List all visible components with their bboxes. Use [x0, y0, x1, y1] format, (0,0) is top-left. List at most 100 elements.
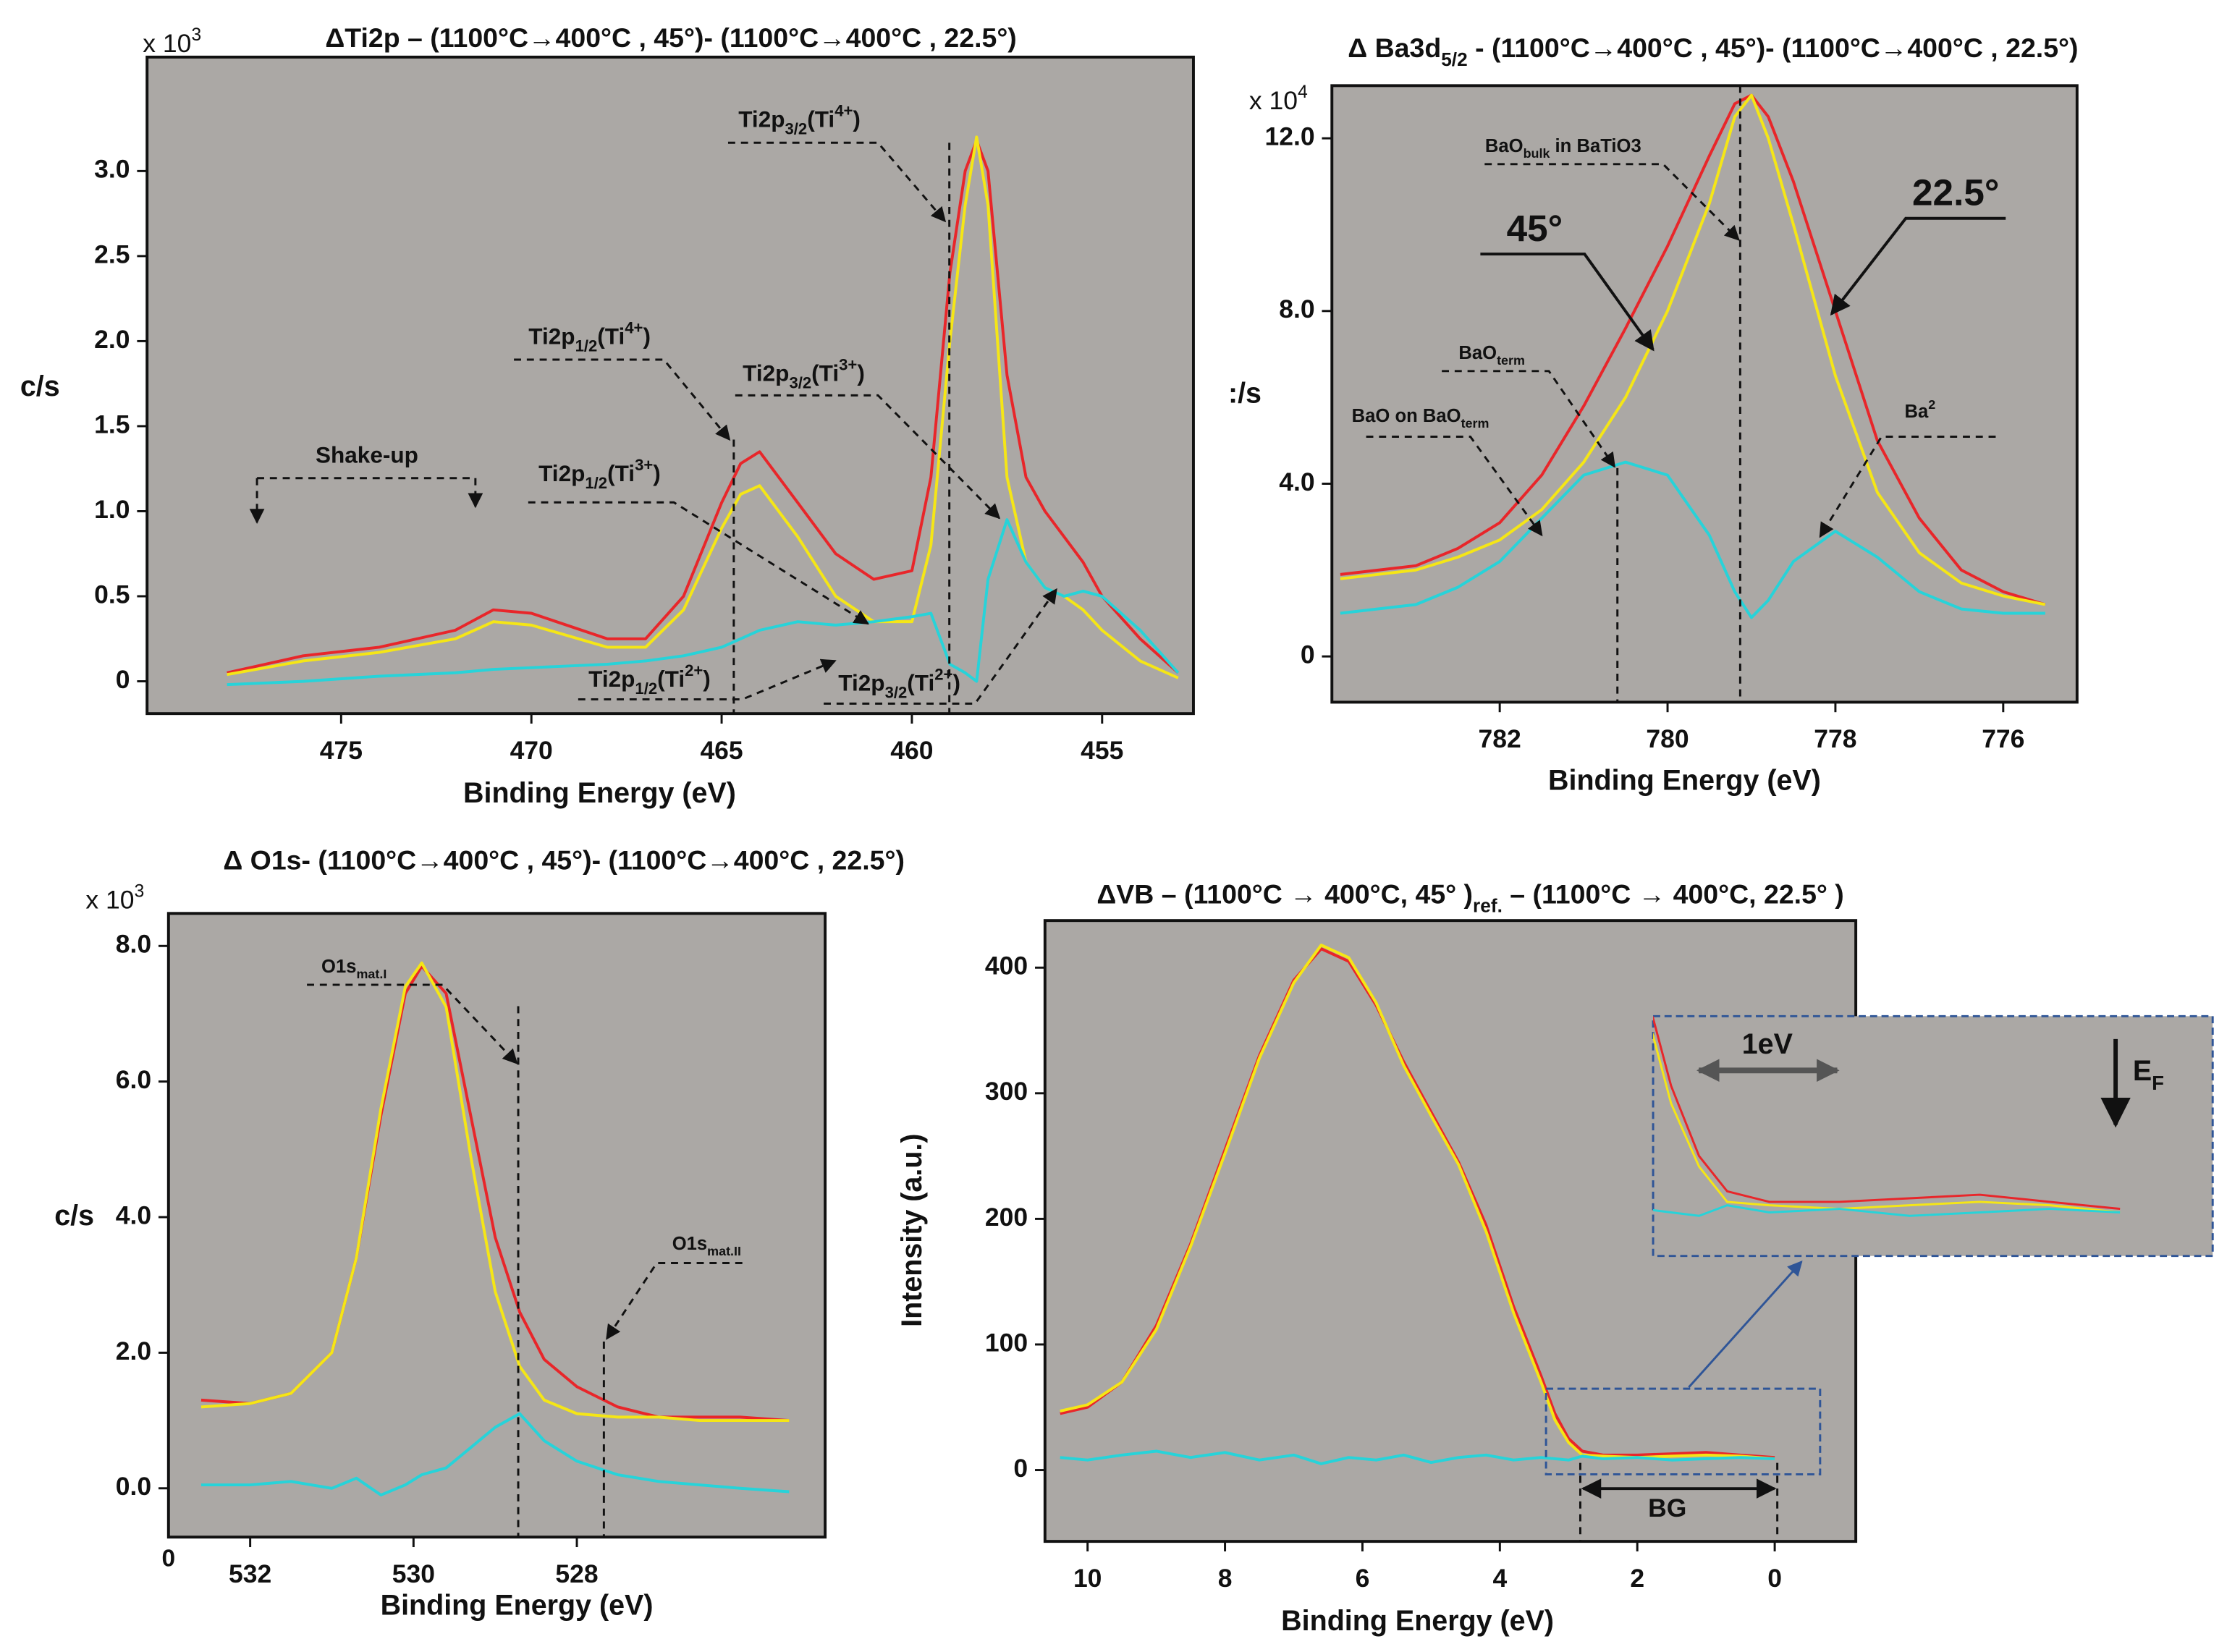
annotation-part: term: [1461, 416, 1489, 431]
y-tick-label: 1.0: [94, 495, 130, 524]
chart-title-part: ref.: [1473, 895, 1503, 917]
y-tick-label: 400: [985, 952, 1028, 980]
x-tick-label: 6: [1356, 1564, 1370, 1593]
annotation: Ti2p1/2(Ti4+): [528, 319, 651, 355]
y-tick-label: 4.0: [1279, 467, 1314, 496]
annotation: Ti2p1/2(Ti2+): [588, 661, 711, 698]
annotation: O1smat.I: [321, 957, 386, 981]
y-tick-label: 12.0: [1265, 122, 1315, 151]
chart-title: Δ O1s- (1100°C→400°C , 45°)- (1100°C→400…: [223, 844, 905, 875]
annotation-part: 3/2: [789, 374, 811, 392]
y-multiplier-part: x 10: [1249, 86, 1298, 115]
inset: [1652, 1015, 2214, 1258]
annotation-part: Ba: [1905, 402, 1930, 422]
annotation: 22.5°: [1912, 172, 1999, 213]
x-tick-label: 778: [1814, 724, 1856, 753]
annotation-part: 4+: [834, 102, 853, 120]
annotation-part: term: [1497, 353, 1525, 368]
annotation-part: 2+: [934, 666, 952, 684]
y-tick-label: 0: [1013, 1454, 1028, 1483]
annotation-part: O1s: [672, 1234, 707, 1254]
chart-title-part: – (1100°C → 400°C, 22.5° ): [1503, 879, 1844, 910]
y-multiplier: x 104: [1249, 82, 1308, 115]
guide-line: [517, 1006, 605, 1538]
y-tick-label: 2.5: [94, 240, 130, 268]
annotation: BaO on BaOterm: [1352, 406, 1489, 431]
annotation-part: bulk: [1524, 146, 1550, 161]
series-line: [200, 1412, 790, 1497]
chart-title: Δ Ba3d5/2 - (1100°C→400°C , 45°)- (1100°…: [1348, 33, 2078, 70]
series-line: [227, 139, 1180, 674]
annotation-part: Ti2p: [528, 323, 575, 350]
x-tick-label: 455: [1081, 736, 1123, 765]
annotation-part: 2+: [685, 661, 703, 679]
x-tick-label: 470: [510, 736, 553, 765]
annotation: Shake-up: [316, 441, 418, 467]
annotation: Ti2p3/2(Ti4+): [738, 102, 861, 138]
guide-line: [1579, 1462, 1779, 1542]
annotation-part: O1s: [321, 957, 356, 977]
arrow: [1366, 436, 1543, 537]
annotation-part: 3/2: [785, 120, 808, 138]
annotation-part: 1/2: [585, 474, 607, 492]
annotation-part: BaO: [1485, 136, 1524, 156]
arrow: [514, 358, 731, 441]
annotation-part: 4+: [625, 319, 643, 337]
annotation-part: Ti2p: [588, 666, 635, 692]
x-tick-label: 10: [1073, 1564, 1102, 1593]
series-line: [1340, 460, 2045, 619]
annotation: EF: [2133, 1056, 2164, 1094]
arrow: [824, 588, 1057, 705]
y-axis-label: c/s: [54, 1200, 94, 1232]
annotation-part: ): [853, 106, 861, 132]
annotation-part: BaO: [1458, 343, 1497, 363]
x-tick-label: 528: [555, 1559, 598, 1588]
x-tick-label: 465: [700, 736, 743, 765]
arrow: [606, 1262, 743, 1340]
x-axis-label: Binding Energy (eV): [1281, 1605, 1554, 1637]
arrow: [727, 141, 947, 223]
annotation: 45°: [1507, 208, 1563, 249]
plot-area: [166, 912, 827, 1539]
annotation-part: Ti2p: [538, 460, 585, 486]
annotation-part: mat.II: [707, 1244, 741, 1258]
annotation-part: E: [2133, 1056, 2152, 1088]
plot-area: [1330, 84, 2079, 704]
y-tick-label: 0.5: [94, 580, 130, 609]
annotation-part: ): [857, 360, 865, 386]
annotation-arrows: [249, 85, 2214, 1542]
series-line: [1340, 93, 2046, 606]
y-multiplier-part: x 10: [143, 29, 191, 58]
series-line: [200, 961, 790, 1423]
x-tick-label: 2: [1630, 1564, 1644, 1593]
annotation-part: ): [703, 666, 711, 692]
guide-line: [1616, 85, 1741, 703]
inset-line: [1653, 1016, 2121, 1211]
arrow: [307, 983, 518, 1064]
y-tick-label: 2.0: [116, 1337, 151, 1365]
y-multiplier-part: 3: [191, 25, 201, 45]
y-tick-label: 300: [985, 1077, 1028, 1106]
chart-title-part: ΔVB – (1100°C → 400°C, 45° ): [1096, 879, 1473, 910]
annotation-part: Ti2p: [743, 360, 789, 386]
annotation-part: (Ti: [907, 670, 934, 696]
annotation-part: 1/2: [635, 679, 657, 698]
y-tick-label: 200: [985, 1203, 1028, 1232]
guide-line: [732, 143, 951, 714]
arrow: [578, 658, 837, 700]
annotation-part: Ti2p: [838, 670, 884, 696]
x-tick-label: 782: [1479, 724, 1521, 753]
x-tick-label: 475: [320, 736, 363, 765]
chart-title-part: Δ O1s- (1100°C→400°C , 45°)- (1100°C→400…: [223, 844, 905, 875]
plot-area: [145, 55, 1195, 716]
annotation-part: (Ti: [607, 460, 635, 486]
chart-title: ΔVB – (1100°C → 400°C, 45° )ref. – (1100…: [1096, 879, 1843, 917]
y-multiplier-part: 3: [135, 882, 145, 902]
annotation: BaObulk in BaTiO3: [1485, 136, 1641, 161]
annotation-part: 3+: [635, 456, 653, 474]
y-multiplier: x 103: [85, 882, 144, 915]
y-tick-label: 1.5: [94, 410, 130, 439]
x-tick-label: 776: [1982, 724, 2024, 753]
y-tick-label: 0: [1301, 640, 1315, 669]
